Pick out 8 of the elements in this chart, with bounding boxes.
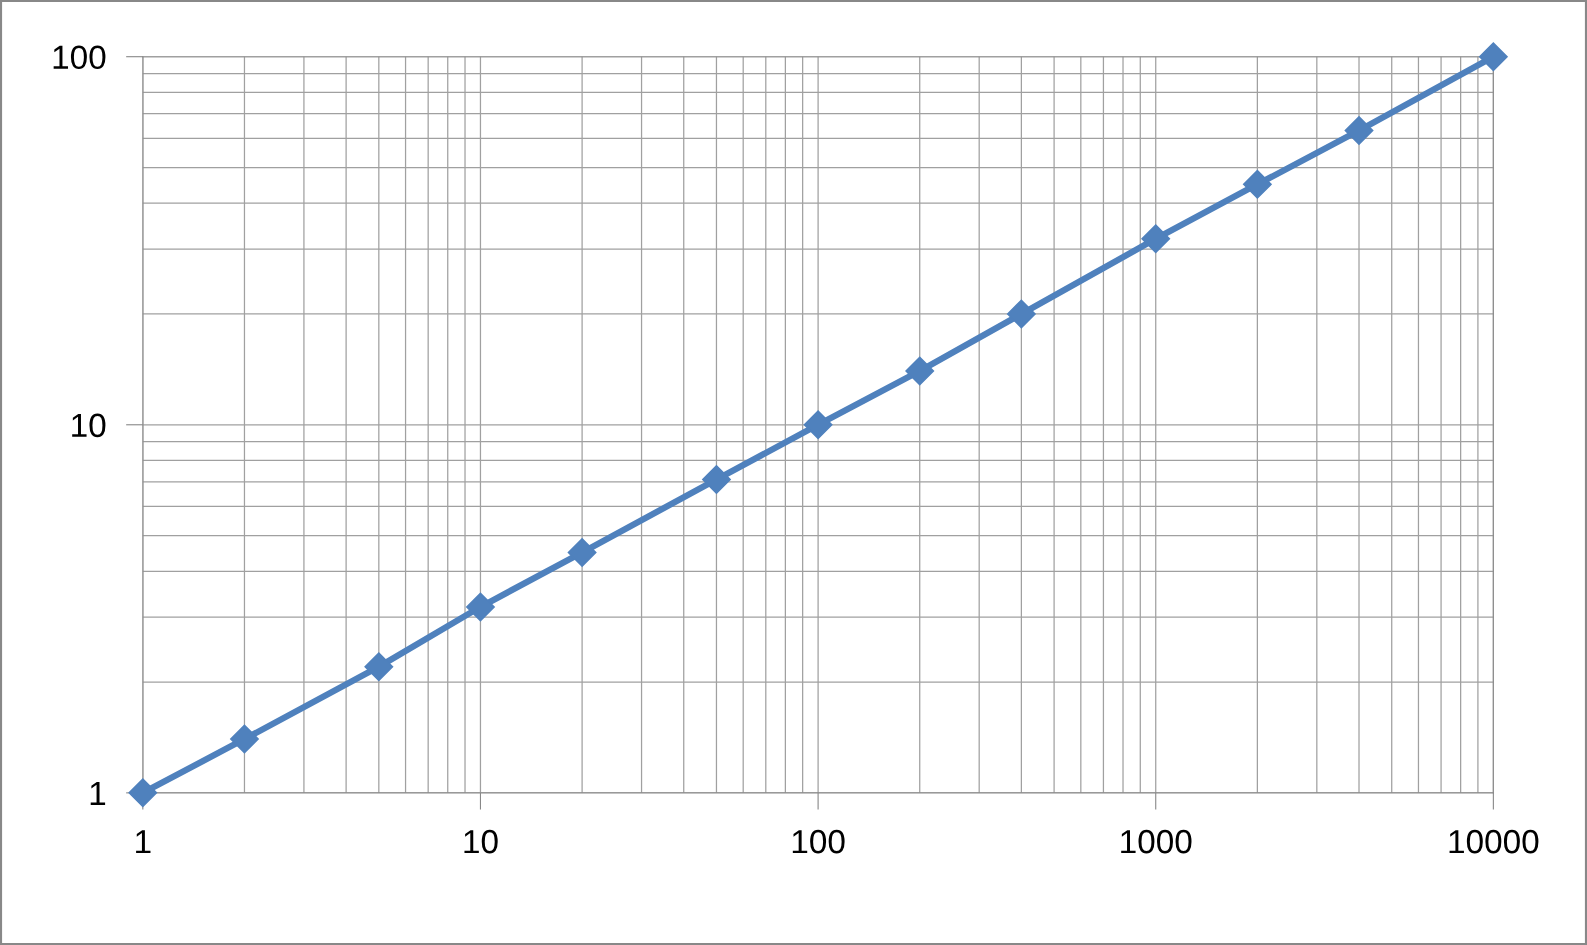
y-tick-label: 1 <box>90 782 106 805</box>
y-tick-label: 100 <box>53 45 106 70</box>
x-tick-label: 1000 <box>1121 829 1192 854</box>
y-tick-label: 10 <box>72 413 106 438</box>
x-tick-label: 10 <box>464 829 498 854</box>
x-tick-label: 100 <box>792 829 845 854</box>
x-tick-label: 10000 <box>1449 829 1539 854</box>
x-tick-label: 1 <box>136 830 151 854</box>
